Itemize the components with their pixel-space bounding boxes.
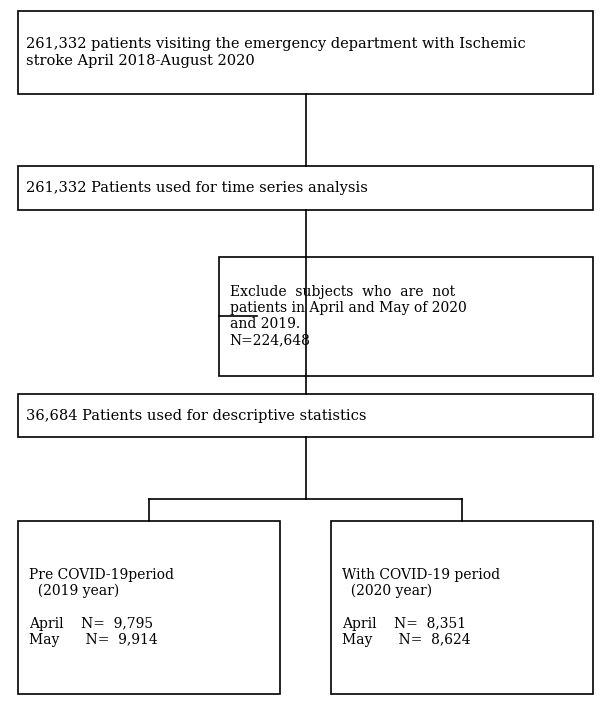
Text: With COVID-19 period
  (2020 year)

April    N=  8,351
May      N=  8,624: With COVID-19 period (2020 year) April N… bbox=[342, 568, 500, 647]
Text: Pre COVID-19period
  (2019 year)

April    N=  9,795
May      N=  9,914: Pre COVID-19period (2019 year) April N= … bbox=[29, 568, 174, 647]
Text: 261,332 patients visiting the emergency department with Ischemic
stroke April 20: 261,332 patients visiting the emergency … bbox=[26, 38, 525, 67]
FancyBboxPatch shape bbox=[18, 166, 593, 210]
FancyBboxPatch shape bbox=[219, 257, 593, 376]
Text: 36,684 Patients used for descriptive statistics: 36,684 Patients used for descriptive sta… bbox=[26, 408, 366, 423]
Text: Exclude  subjects  who  are  not
patients in April and May of 2020
and 2019.
N=2: Exclude subjects who are not patients in… bbox=[230, 285, 466, 348]
FancyBboxPatch shape bbox=[18, 11, 593, 94]
Text: 261,332 Patients used for time series analysis: 261,332 Patients used for time series an… bbox=[26, 181, 367, 195]
FancyBboxPatch shape bbox=[18, 521, 280, 694]
FancyBboxPatch shape bbox=[18, 394, 593, 437]
FancyBboxPatch shape bbox=[331, 521, 593, 694]
